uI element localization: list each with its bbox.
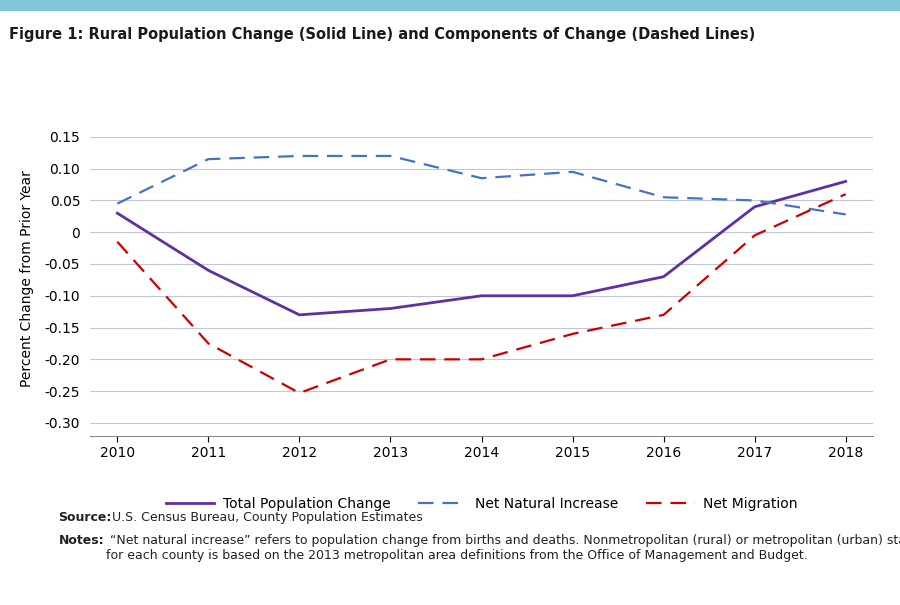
Legend: Total Population Change, Net Natural Increase, Net Migration: Total Population Change, Net Natural Inc… [160,492,803,517]
Text: Source:: Source: [58,511,112,524]
Text: “Net natural increase” refers to population change from births and deaths. Nonme: “Net natural increase” refers to populat… [106,534,900,561]
Text: U.S. Census Bureau, County Population Estimates: U.S. Census Bureau, County Population Es… [108,511,423,524]
Y-axis label: Percent Change from Prior Year: Percent Change from Prior Year [20,170,33,387]
Text: Figure 1: Rural Population Change (Solid Line) and Components of Change (Dashed : Figure 1: Rural Population Change (Solid… [9,27,755,42]
Text: Notes:: Notes: [58,534,104,546]
